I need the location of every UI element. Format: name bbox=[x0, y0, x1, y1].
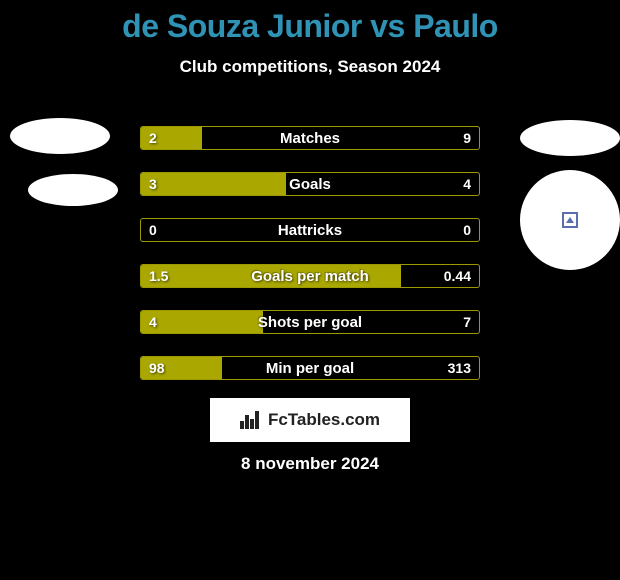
stat-right-value: 9 bbox=[463, 127, 471, 149]
player-right-avatar bbox=[520, 170, 620, 270]
stat-right-value: 7 bbox=[463, 311, 471, 333]
stat-bar-row: 0Hattricks0 bbox=[140, 218, 480, 242]
date-label: 8 november 2024 bbox=[0, 454, 620, 474]
player-left-badge-1 bbox=[10, 118, 110, 154]
stat-label: Shots per goal bbox=[141, 311, 479, 333]
stat-label: Hattricks bbox=[141, 219, 479, 241]
stat-bar-row: 4Shots per goal7 bbox=[140, 310, 480, 334]
stat-bar-row: 2Matches9 bbox=[140, 126, 480, 150]
player-left-badge-2 bbox=[28, 174, 118, 206]
stat-label: Matches bbox=[141, 127, 479, 149]
stat-label: Goals bbox=[141, 173, 479, 195]
stats-bars: 2Matches9 3Goals4 0Hattricks0 1.5Goals per … bbox=[140, 126, 480, 402]
stat-right-value: 4 bbox=[463, 173, 471, 195]
stat-label: Min per goal bbox=[141, 357, 479, 379]
player-right-badge-1 bbox=[520, 120, 620, 156]
stat-right-value: 0.44 bbox=[444, 265, 471, 287]
stat-label: Goals per match bbox=[141, 265, 479, 287]
stat-bar-row: 98Min per goal313 bbox=[140, 356, 480, 380]
stat-right-value: 0 bbox=[463, 219, 471, 241]
stat-bar-row: 1.5Goals per match0.44 bbox=[140, 264, 480, 288]
logo-text: FcTables.com bbox=[268, 410, 380, 430]
comparison-title: de Souza Junior vs Paulo bbox=[0, 0, 620, 45]
subtitle: Club competitions, Season 2024 bbox=[0, 57, 620, 77]
stat-right-value: 313 bbox=[448, 357, 471, 379]
fctables-logo: FcTables.com bbox=[210, 398, 410, 442]
logo-chart-icon bbox=[240, 411, 262, 429]
stat-bar-row: 3Goals4 bbox=[140, 172, 480, 196]
image-placeholder-icon bbox=[562, 212, 578, 228]
